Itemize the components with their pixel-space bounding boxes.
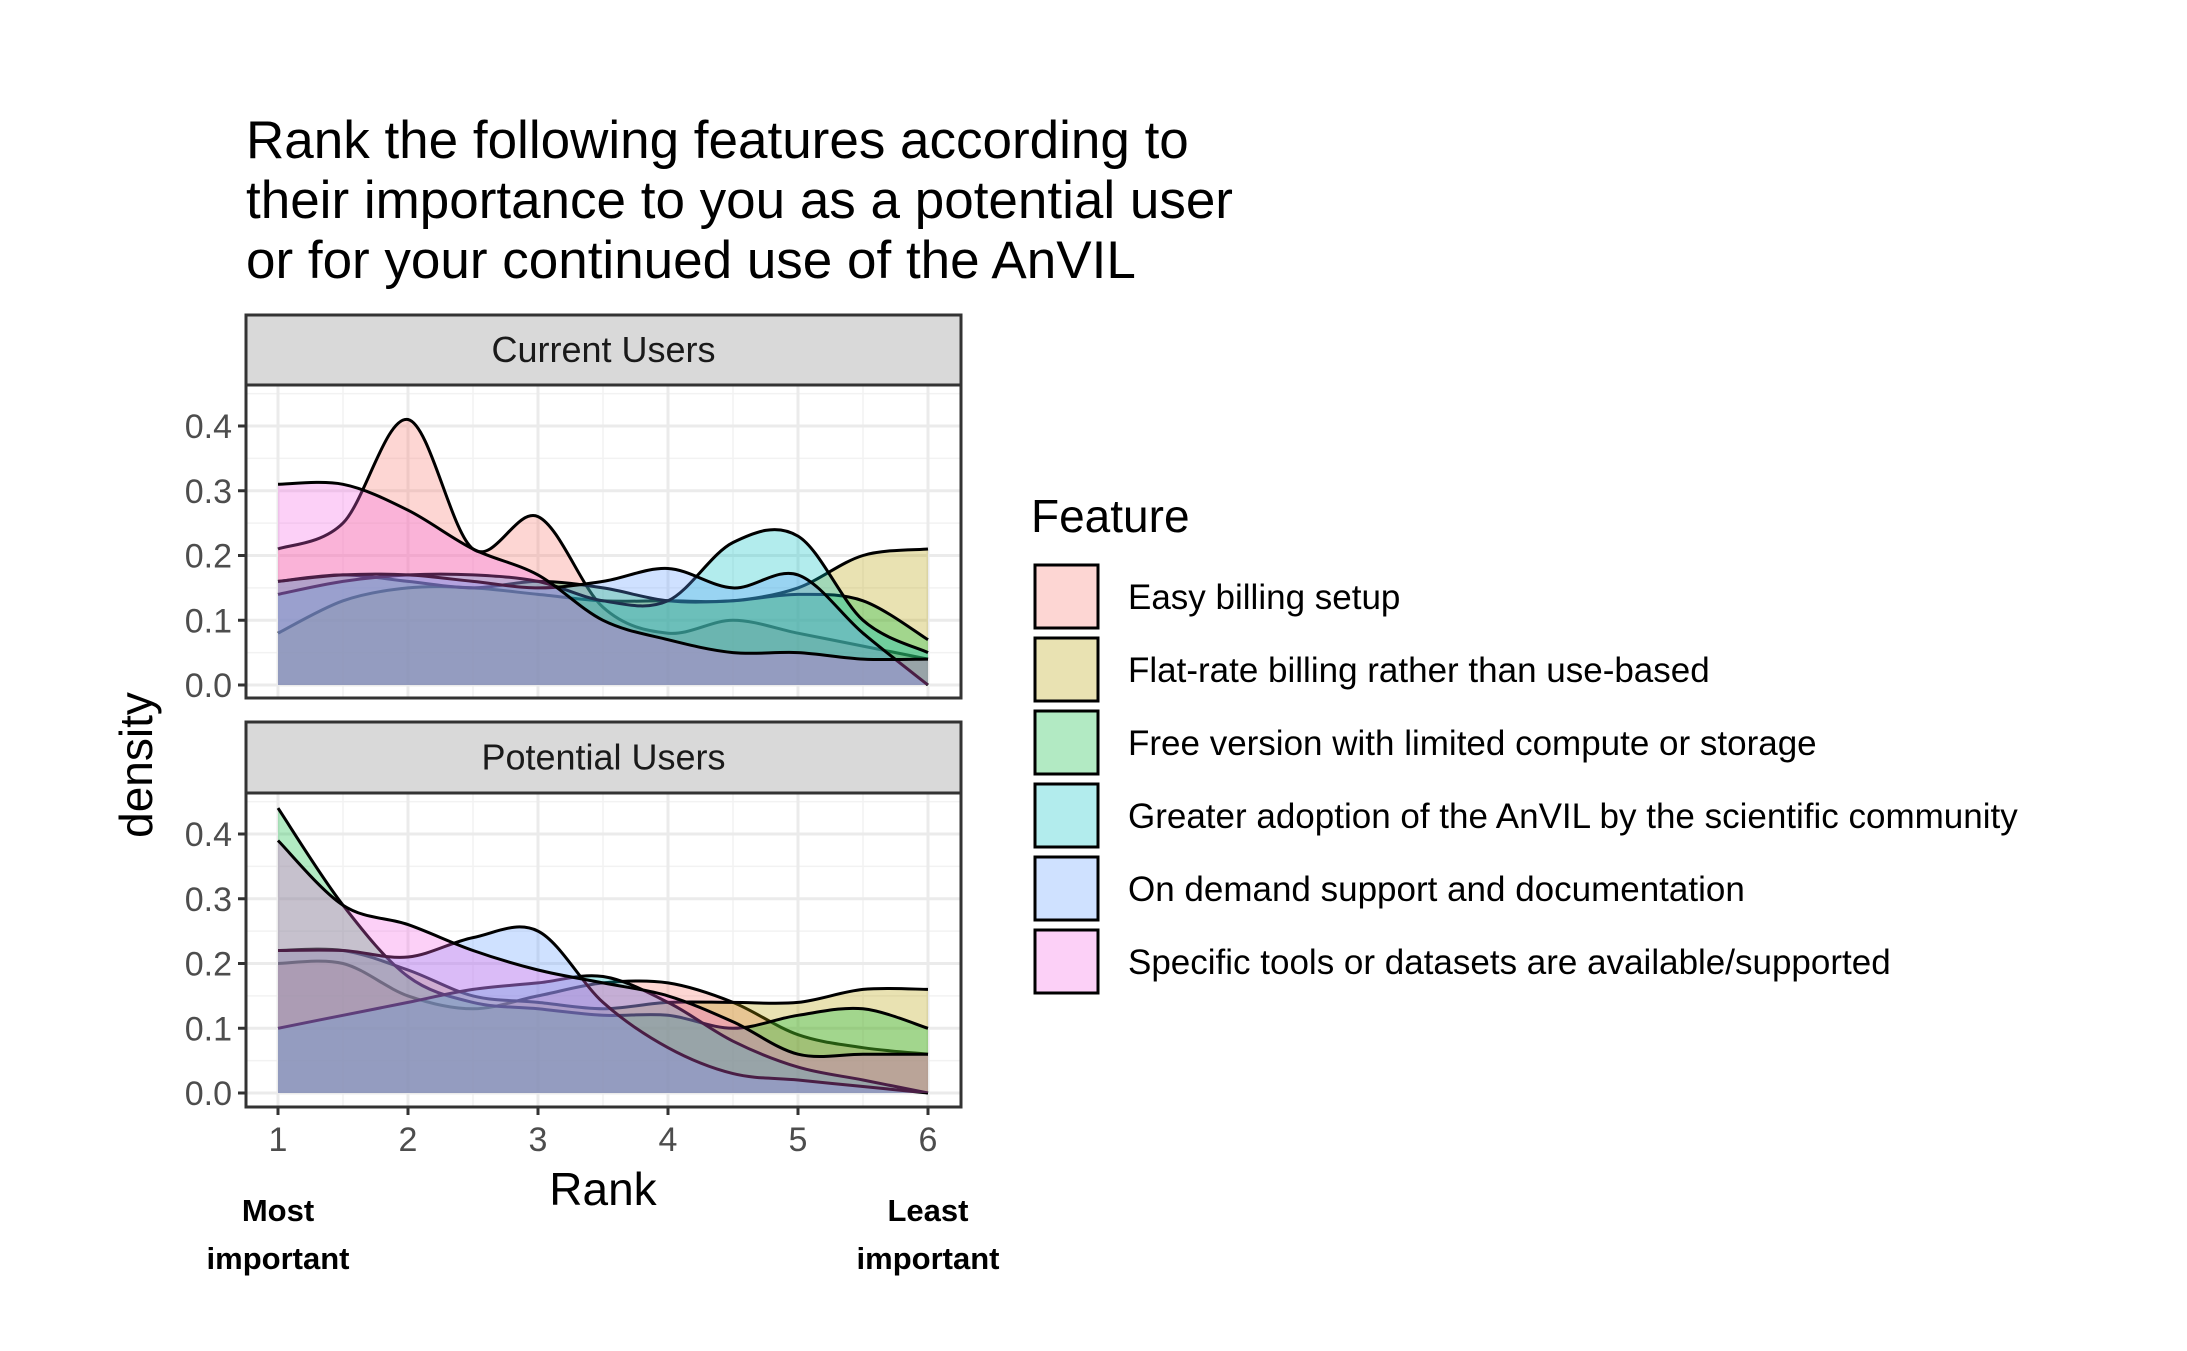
density-line <box>277 925 929 1095</box>
legend-label: Easy billing setup <box>1128 578 1400 617</box>
legend-key-background <box>1033 563 1100 630</box>
legend-key-background <box>1033 782 1100 849</box>
most-annotation-line-1: Most <box>242 1193 314 1228</box>
density-line <box>277 573 929 641</box>
x-tick-label: 3 <box>529 1121 548 1159</box>
x-tick-label: 2 <box>399 1121 418 1159</box>
legend-key-background <box>1033 855 1100 922</box>
facet-strip-label: Current Users <box>491 329 715 370</box>
legend: Easy billing setup Flat-rate billing rath… <box>1033 563 2018 995</box>
y-axis-title: density <box>110 692 162 838</box>
x-tick-label: 4 <box>659 1121 678 1159</box>
y-tick-label: 0.2 <box>185 538 232 576</box>
legend-label: On demand support and documentation <box>1128 870 1745 909</box>
legend-key-background <box>1033 928 1100 995</box>
density-line <box>277 974 929 1095</box>
least-annotation-line-2: important <box>857 1241 1000 1276</box>
chart-title-line-3: or for your continued use of the AnVIL <box>246 231 1136 290</box>
density-area <box>278 961 928 1093</box>
density-area <box>278 549 928 685</box>
legend-swatch <box>1033 709 1100 776</box>
legend-item: On demand support and documentation <box>1033 855 1745 922</box>
density-line <box>276 807 929 1030</box>
density-area <box>278 926 928 1093</box>
legend-label: Flat-rate billing rather than use-based <box>1128 651 1710 690</box>
x-tick-label: 5 <box>789 1121 808 1159</box>
y-tick-label: 0.3 <box>185 881 232 919</box>
most-annotation-line-2: important <box>207 1241 350 1276</box>
density-area <box>278 574 928 685</box>
y-tick-label: 0.0 <box>185 1075 232 1113</box>
density-line <box>277 480 929 662</box>
density-area <box>278 482 928 685</box>
y-tick-label: 0.4 <box>185 816 232 854</box>
chart-title-line-1: Rank the following features according to <box>246 111 1189 170</box>
legend-item: Greater adoption of the AnVIL by the sci… <box>1033 782 2018 849</box>
x-axis-title: Rank <box>549 1163 657 1215</box>
legend-key-background <box>1033 709 1100 776</box>
legend-item: Flat-rate billing rather than use-based <box>1033 636 1710 703</box>
legend-label: Greater adoption of the AnVIL by the sci… <box>1128 797 2018 836</box>
facet-panel: Current Users 0.0 0.1 0.2 0.3 0.4 <box>185 313 963 705</box>
facet-strip <box>244 313 963 387</box>
y-tick-label: 0.2 <box>185 946 232 984</box>
x-tick-label: 1 <box>269 1121 288 1159</box>
y-tick-label: 0.4 <box>185 408 232 446</box>
legend-swatch <box>1033 563 1100 630</box>
density-area <box>278 840 928 1093</box>
legend-label: Free version with limited compute or sto… <box>1128 724 1817 763</box>
facet-panel: Potential Users 0.0 0.1 0.2 0.3 0.4 1 2 3 4 5 6 <box>185 720 963 1159</box>
density-area <box>278 975 928 1093</box>
density-line <box>277 528 929 654</box>
y-tick-label: 0.1 <box>185 602 232 640</box>
x-tick-label: 6 <box>919 1121 938 1159</box>
legend-swatch <box>1033 782 1100 849</box>
density-line <box>277 947 929 1011</box>
facet-strip <box>244 720 963 795</box>
y-tick-label: 0.1 <box>185 1010 232 1048</box>
chart-title-line-2: their importance to you as a potential u… <box>246 171 1233 230</box>
panel-border <box>244 383 963 700</box>
legend-key-background <box>1033 636 1100 703</box>
facet-strip-label: Potential Users <box>481 737 725 778</box>
density-area <box>278 568 928 685</box>
legend-item: Specific tools or datasets are available… <box>1033 928 1891 995</box>
density-area <box>278 419 928 685</box>
legend-swatch <box>1033 636 1100 703</box>
y-tick-label: 0.0 <box>185 667 232 705</box>
panel-border <box>244 791 963 1109</box>
density-line <box>276 839 928 1059</box>
density-area <box>278 529 928 685</box>
y-tick-label: 0.3 <box>185 473 232 511</box>
density-line <box>277 566 929 687</box>
legend-title: Feature <box>1031 490 1190 542</box>
legend-swatch <box>1033 855 1100 922</box>
legend-label: Specific tools or datasets are available… <box>1128 943 1891 982</box>
density-line <box>277 418 929 661</box>
density-area <box>278 808 928 1093</box>
legend-item: Free version with limited compute or sto… <box>1033 709 1817 776</box>
least-annotation-line-1: Least <box>888 1193 969 1228</box>
legend-item: Easy billing setup <box>1033 563 1400 630</box>
legend-swatch <box>1033 928 1100 995</box>
